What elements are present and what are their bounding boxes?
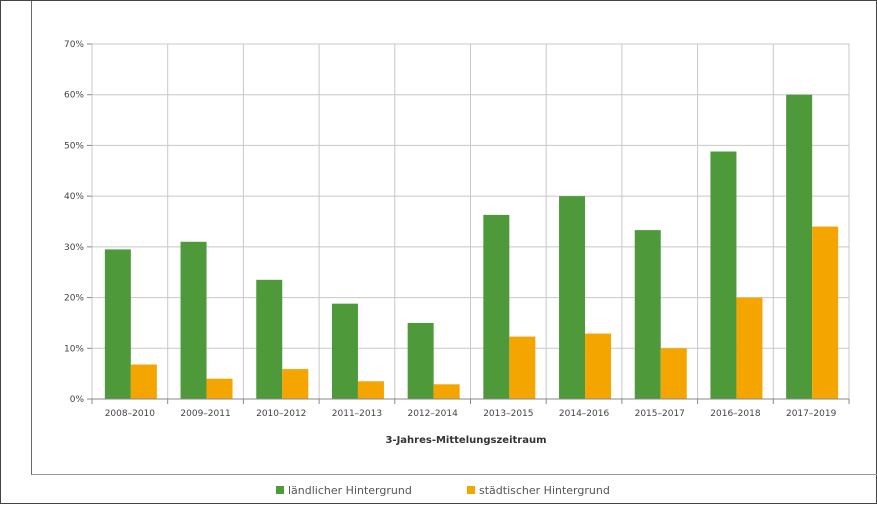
bar bbox=[256, 279, 283, 399]
x-axis-label: 3-Jahres-Mittelungszeitraum bbox=[385, 435, 546, 446]
y-tick-label: 20% bbox=[64, 294, 84, 304]
bar bbox=[736, 297, 763, 399]
bar bbox=[206, 378, 233, 399]
bar bbox=[786, 94, 813, 399]
bar bbox=[812, 226, 839, 399]
bar bbox=[331, 303, 358, 399]
axes: 0% 10% 20% 30% 40% 50% 60% 70% 2008–2010 2009–201… bbox=[64, 40, 850, 419]
bar bbox=[634, 230, 661, 399]
bar bbox=[104, 249, 131, 399]
bar bbox=[483, 214, 510, 399]
grid-lines bbox=[91, 43, 850, 400]
y-tick-label: 60% bbox=[64, 91, 84, 101]
legend-swatch bbox=[276, 486, 284, 494]
bar bbox=[660, 348, 687, 399]
bar bbox=[585, 333, 612, 399]
bar bbox=[559, 196, 586, 399]
x-tick-label: 2011–2013 bbox=[332, 409, 382, 419]
bar bbox=[282, 369, 309, 399]
x-tick-label: 2009–2011 bbox=[180, 409, 230, 419]
x-tick-label: 2015–2017 bbox=[635, 409, 685, 419]
y-tick-label: 30% bbox=[64, 243, 84, 253]
bar bbox=[710, 151, 737, 399]
y-tick-label: 70% bbox=[64, 40, 84, 50]
chart-area bbox=[31, 1, 877, 475]
bar bbox=[433, 384, 460, 399]
x-tick-label: 2010–2012 bbox=[256, 409, 306, 419]
x-tick-label: 2008–2010 bbox=[105, 409, 156, 419]
x-tick-label: 2017–2019 bbox=[786, 409, 837, 419]
y-tick-label: 0% bbox=[70, 395, 85, 405]
x-tick-label: 2016–2018 bbox=[710, 409, 761, 419]
bar bbox=[130, 364, 157, 399]
x-tick-label: 2012–2014 bbox=[407, 409, 458, 419]
y-tick-label: 10% bbox=[64, 344, 84, 354]
legend-label: städtischer Hintergrund bbox=[479, 484, 610, 497]
legend: ländlicher Hintergrund städtischer Hinter… bbox=[276, 484, 610, 497]
y-tick-label: 50% bbox=[64, 141, 84, 151]
y-tick-label: 40% bbox=[64, 192, 84, 202]
x-tick-label: 2013–2015 bbox=[483, 409, 533, 419]
bar bbox=[509, 336, 536, 399]
bar bbox=[357, 381, 384, 399]
x-tick-label: 2014–2016 bbox=[559, 409, 610, 419]
bar bbox=[407, 322, 434, 399]
legend-label: ländlicher Hintergrund bbox=[288, 484, 412, 497]
bar bbox=[180, 241, 207, 399]
legend-swatch bbox=[467, 486, 475, 494]
bars bbox=[104, 94, 839, 399]
